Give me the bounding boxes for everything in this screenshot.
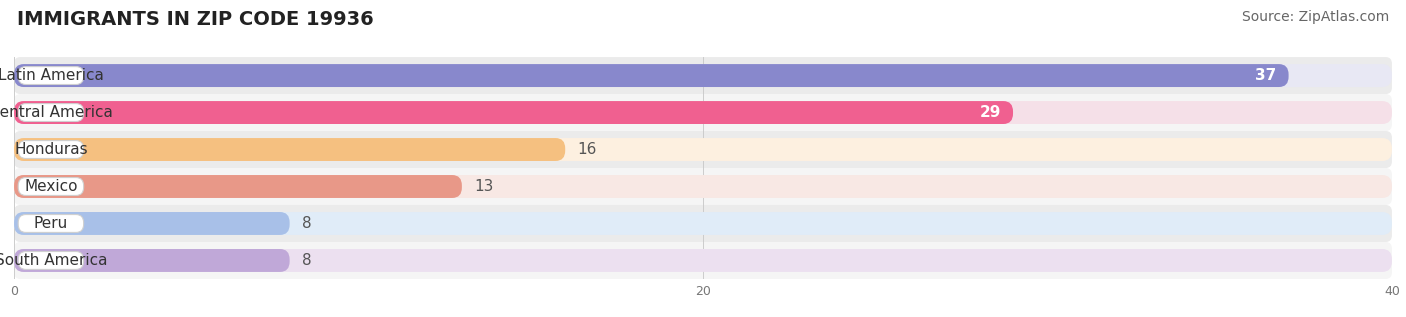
Text: 8: 8	[302, 216, 311, 231]
Text: 16: 16	[578, 142, 596, 157]
FancyBboxPatch shape	[14, 249, 290, 272]
FancyBboxPatch shape	[14, 101, 1392, 124]
FancyBboxPatch shape	[14, 242, 1392, 279]
Text: Latin America: Latin America	[0, 68, 104, 83]
FancyBboxPatch shape	[14, 101, 1012, 124]
FancyBboxPatch shape	[14, 94, 1392, 131]
Text: Honduras: Honduras	[14, 142, 87, 157]
FancyBboxPatch shape	[14, 205, 1392, 242]
FancyBboxPatch shape	[18, 215, 83, 232]
FancyBboxPatch shape	[14, 131, 1392, 168]
FancyBboxPatch shape	[14, 138, 565, 161]
FancyBboxPatch shape	[14, 212, 1392, 235]
FancyBboxPatch shape	[18, 140, 83, 158]
FancyBboxPatch shape	[14, 212, 290, 235]
Text: 13: 13	[474, 179, 494, 194]
FancyBboxPatch shape	[18, 251, 83, 269]
FancyBboxPatch shape	[14, 64, 1392, 87]
FancyBboxPatch shape	[18, 178, 83, 196]
FancyBboxPatch shape	[14, 249, 1392, 272]
FancyBboxPatch shape	[14, 138, 1392, 161]
Text: Source: ZipAtlas.com: Source: ZipAtlas.com	[1241, 10, 1389, 23]
FancyBboxPatch shape	[14, 64, 1289, 87]
FancyBboxPatch shape	[14, 175, 463, 198]
FancyBboxPatch shape	[14, 57, 1392, 94]
Text: Central America: Central America	[0, 105, 112, 120]
FancyBboxPatch shape	[18, 67, 83, 85]
Text: 37: 37	[1256, 68, 1277, 83]
Text: 29: 29	[980, 105, 1001, 120]
Text: IMMIGRANTS IN ZIP CODE 19936: IMMIGRANTS IN ZIP CODE 19936	[17, 10, 374, 29]
Text: Mexico: Mexico	[24, 179, 77, 194]
Text: South America: South America	[0, 253, 107, 268]
Text: 8: 8	[302, 253, 311, 268]
FancyBboxPatch shape	[14, 168, 1392, 205]
FancyBboxPatch shape	[14, 175, 1392, 198]
Text: Peru: Peru	[34, 216, 67, 231]
FancyBboxPatch shape	[18, 104, 83, 121]
